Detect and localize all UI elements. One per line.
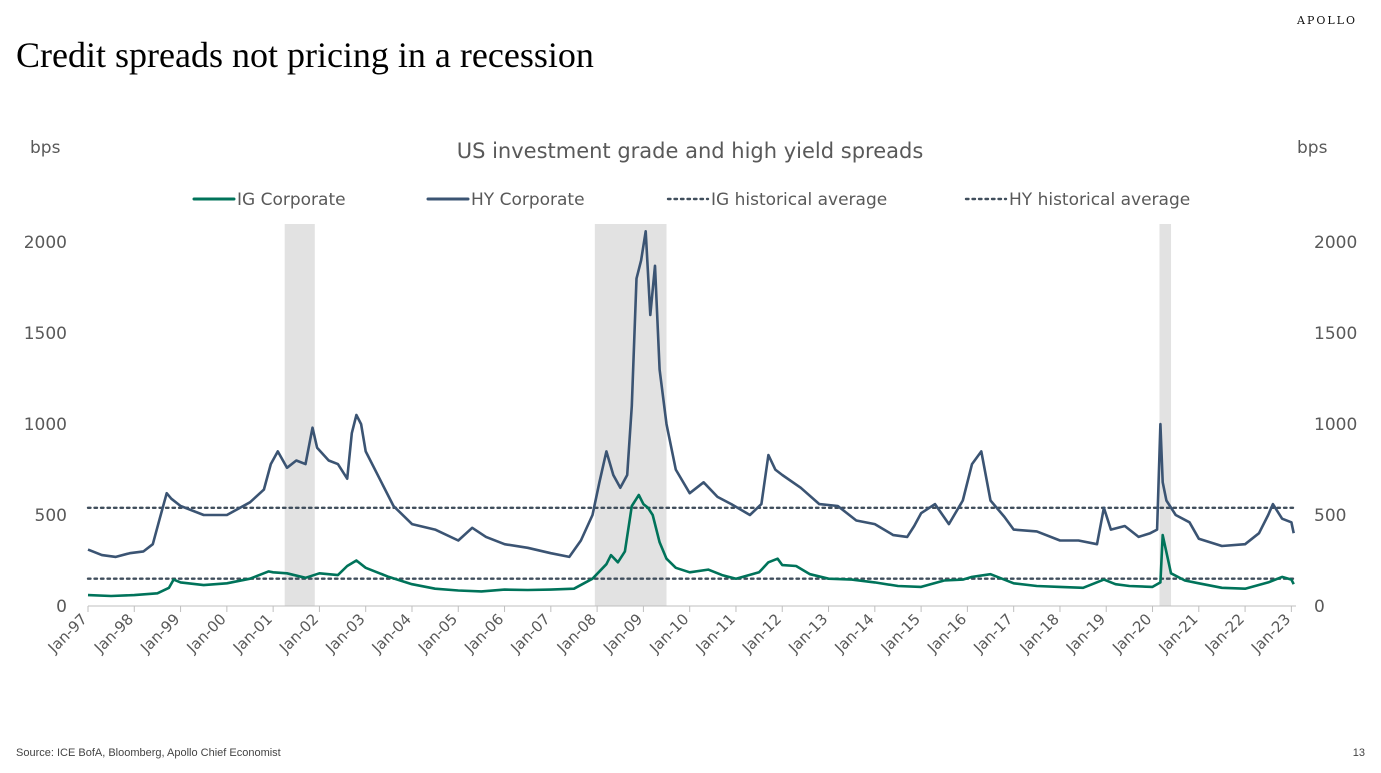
y-tick-label-right: 0 [1314, 597, 1325, 617]
x-tick-label: Jan-08 [553, 610, 600, 657]
legend-label: IG historical average [711, 190, 887, 210]
page-title: Credit spreads not pricing in a recessio… [16, 35, 594, 75]
recession-band-0 [284, 224, 315, 606]
x-tick-label: Jan-05 [414, 610, 461, 657]
y-tick-label-left: 1000 [24, 415, 67, 435]
y-axis-label-right: bps [1297, 138, 1328, 158]
legend-label: HY Corporate [471, 190, 585, 210]
recession-bands [284, 224, 1172, 606]
y-tick-label-right: 1000 [1314, 415, 1357, 435]
x-tick-label: Jan-04 [368, 610, 415, 657]
legend-hy-corporate: HY Corporate [426, 190, 585, 210]
y-tick-label-left: 0 [56, 597, 67, 617]
x-tick-label: Jan-16 [923, 610, 970, 657]
chart-title: US investment grade and high yield sprea… [457, 139, 924, 163]
brand-logo: APOLLO [1297, 14, 1357, 27]
x-tick-label: Jan-17 [969, 610, 1016, 657]
x-tick-label: Jan-14 [831, 610, 878, 657]
y-tick-label-right: 2000 [1314, 233, 1357, 253]
x-tick-label: Jan-19 [1062, 610, 1109, 657]
x-tick-label: Jan-01 [229, 610, 276, 657]
x-tick-label: Jan-22 [1201, 610, 1248, 657]
legend-hy-average: HY historical average [964, 190, 1190, 210]
x-tick-label: Jan-15 [877, 610, 924, 657]
legend-ig-average: IG historical average [666, 190, 887, 210]
y-tick-label-left: 2000 [24, 233, 67, 253]
legend-ig-corporate: IG Corporate [192, 190, 346, 210]
series-lines [87, 230, 1295, 598]
axes: Jan-97 Jan-98 Jan-99 Jan-00 Jan-01 Jan-02 Jan-… [24, 233, 1358, 657]
x-tick-label: Jan-03 [321, 610, 368, 657]
legend-label: HY historical average [1009, 190, 1190, 210]
x-tick-label: Jan-18 [1016, 610, 1063, 657]
x-tick-label: Jan-13 [784, 610, 831, 657]
historical-average-lines [86, 506, 1298, 580]
x-tick-label: Jan-99 [136, 610, 183, 657]
y-tick-label-left: 500 [35, 506, 67, 526]
ig-corporate-line [87, 493, 1295, 598]
y-tick-label-right: 1500 [1314, 324, 1357, 344]
x-tick-label: Jan-10 [645, 610, 692, 657]
y-tick-label-left: 1500 [24, 324, 67, 344]
y-axis-label-left: bps [30, 138, 61, 158]
source-note: Source: ICE BofA, Bloomberg, Apollo Chie… [16, 747, 281, 759]
x-tick-label: Jan-07 [507, 610, 554, 657]
x-tick-label: Jan-21 [1155, 610, 1202, 657]
legend: IG Corporate HY Corporate IG historical av… [192, 190, 1190, 210]
x-tick-label: Jan-23 [1247, 610, 1294, 657]
x-tick-label: Jan-09 [599, 610, 646, 657]
x-tick-label: Jan-20 [1108, 610, 1155, 657]
x-tick-label: Jan-06 [460, 610, 507, 657]
recession-band-2 [1159, 224, 1172, 606]
x-tick-label: Jan-00 [183, 610, 230, 657]
x-tick-label: Jan-11 [692, 610, 739, 657]
y-tick-label-right: 500 [1314, 506, 1346, 526]
page-number: 13 [1352, 747, 1365, 759]
x-tick-label: Jan-02 [275, 610, 322, 657]
x-tick-label: Jan-98 [90, 610, 137, 657]
legend-label: IG Corporate [237, 190, 346, 210]
x-tick-label: Jan-97 [44, 610, 91, 657]
hy-corporate-line [87, 230, 1295, 559]
x-tick-label: Jan-12 [738, 610, 785, 657]
